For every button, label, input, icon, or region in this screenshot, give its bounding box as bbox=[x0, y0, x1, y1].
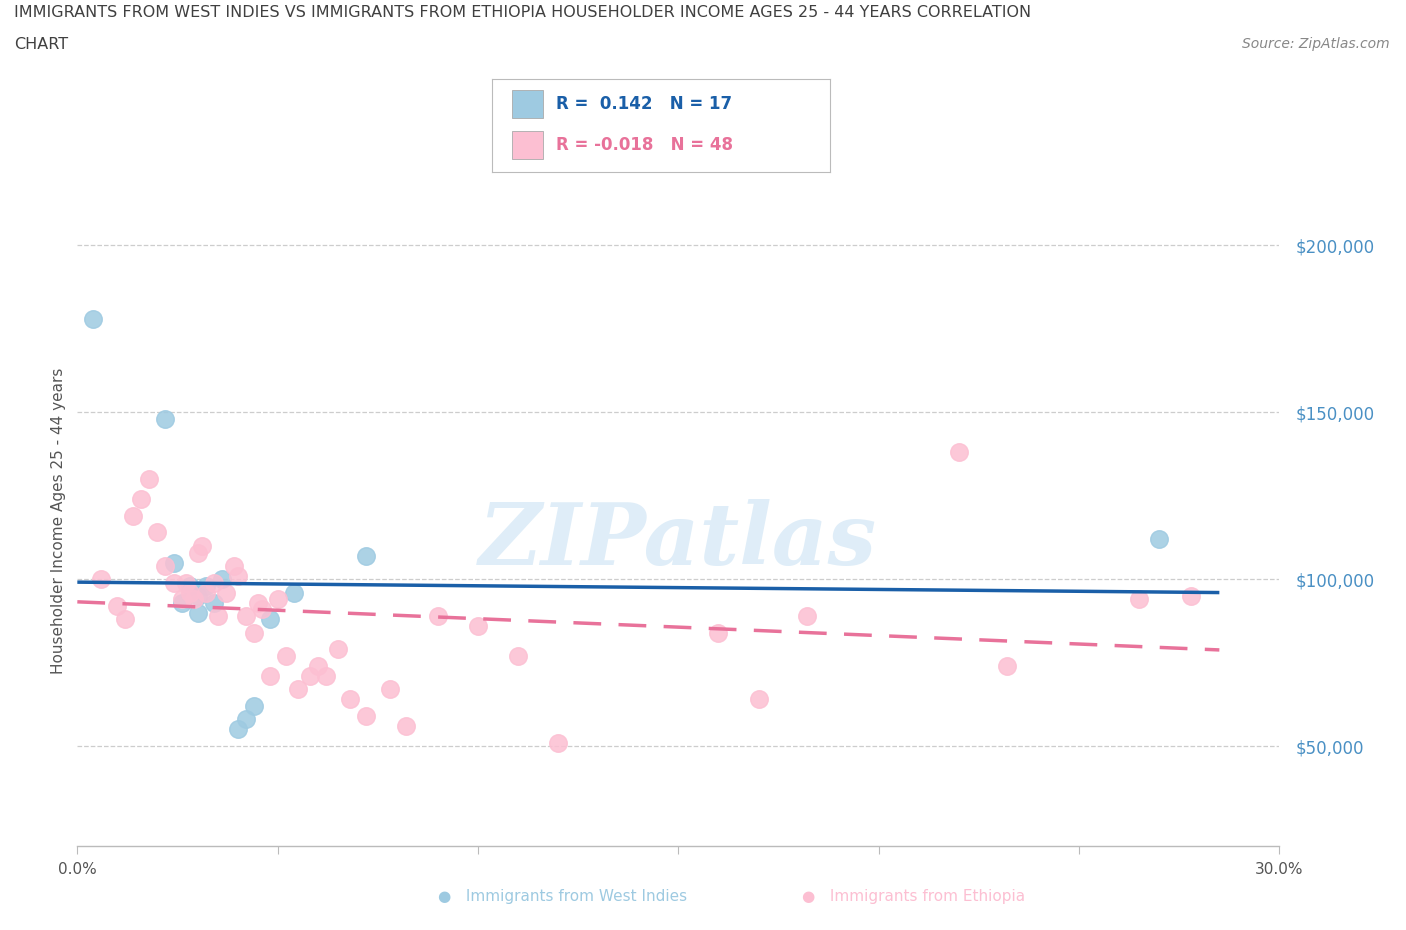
Point bbox=[107, 599, 129, 614]
Point bbox=[146, 525, 169, 540]
Point bbox=[90, 572, 112, 587]
Y-axis label: Householder Income Ages 25 - 44 years: Householder Income Ages 25 - 44 years bbox=[51, 367, 66, 674]
Point bbox=[274, 648, 297, 663]
Point bbox=[467, 618, 489, 633]
Point bbox=[226, 568, 249, 583]
Point bbox=[395, 719, 418, 734]
Point bbox=[298, 669, 321, 684]
Point bbox=[155, 412, 177, 427]
Point bbox=[326, 642, 349, 657]
Point bbox=[948, 445, 970, 459]
Point bbox=[138, 472, 160, 486]
Point bbox=[186, 589, 209, 604]
Point bbox=[354, 549, 377, 564]
Text: IMMIGRANTS FROM WEST INDIES VS IMMIGRANTS FROM ETHIOPIA HOUSEHOLDER INCOME AGES : IMMIGRANTS FROM WEST INDIES VS IMMIGRANT… bbox=[14, 5, 1031, 20]
Point bbox=[250, 602, 273, 617]
Point bbox=[170, 591, 193, 606]
Point bbox=[114, 612, 136, 627]
Point bbox=[1128, 591, 1150, 606]
Point bbox=[267, 591, 290, 606]
Bar bbox=[512, 90, 543, 118]
Point bbox=[162, 575, 184, 590]
Point bbox=[211, 572, 233, 587]
Point bbox=[202, 575, 225, 590]
Point bbox=[707, 625, 730, 640]
Point bbox=[287, 682, 309, 697]
Text: R =  0.142   N = 17: R = 0.142 N = 17 bbox=[557, 95, 733, 113]
Text: ●   Immigrants from Ethiopia: ● Immigrants from Ethiopia bbox=[803, 889, 1025, 904]
Point bbox=[246, 595, 269, 610]
Text: ZIPatlas: ZIPatlas bbox=[479, 498, 877, 582]
Point bbox=[354, 709, 377, 724]
Point bbox=[796, 608, 818, 623]
Point bbox=[183, 591, 205, 606]
Point bbox=[186, 545, 209, 560]
Point bbox=[207, 608, 229, 623]
Point bbox=[194, 585, 217, 600]
Point bbox=[508, 648, 530, 663]
Point bbox=[131, 492, 153, 507]
Text: Source: ZipAtlas.com: Source: ZipAtlas.com bbox=[1241, 37, 1389, 51]
Point bbox=[748, 692, 770, 707]
Point bbox=[427, 608, 450, 623]
Text: CHART: CHART bbox=[14, 37, 67, 52]
Point bbox=[170, 595, 193, 610]
Point bbox=[283, 585, 305, 600]
Point bbox=[242, 698, 264, 713]
Point bbox=[179, 578, 201, 593]
Point bbox=[315, 669, 337, 684]
Point bbox=[547, 736, 569, 751]
Point bbox=[378, 682, 401, 697]
Point bbox=[162, 555, 184, 570]
Point bbox=[307, 658, 329, 673]
Point bbox=[1149, 532, 1171, 547]
Point bbox=[155, 558, 177, 573]
Point bbox=[214, 585, 236, 600]
Point bbox=[242, 625, 264, 640]
Point bbox=[179, 585, 201, 600]
Point bbox=[186, 605, 209, 620]
Point bbox=[82, 312, 104, 326]
Point bbox=[339, 692, 361, 707]
Point bbox=[259, 669, 281, 684]
Point bbox=[226, 722, 249, 737]
Text: R = -0.018   N = 48: R = -0.018 N = 48 bbox=[557, 136, 733, 154]
Text: ●   Immigrants from West Indies: ● Immigrants from West Indies bbox=[437, 889, 688, 904]
Point bbox=[995, 658, 1018, 673]
Point bbox=[190, 538, 212, 553]
Point bbox=[235, 712, 257, 727]
Point bbox=[1180, 589, 1202, 604]
Point bbox=[122, 509, 145, 524]
Point bbox=[259, 612, 281, 627]
Point bbox=[235, 608, 257, 623]
Point bbox=[202, 595, 225, 610]
Point bbox=[222, 558, 245, 573]
Point bbox=[174, 575, 197, 590]
Point bbox=[194, 578, 217, 593]
Bar bbox=[512, 131, 543, 159]
